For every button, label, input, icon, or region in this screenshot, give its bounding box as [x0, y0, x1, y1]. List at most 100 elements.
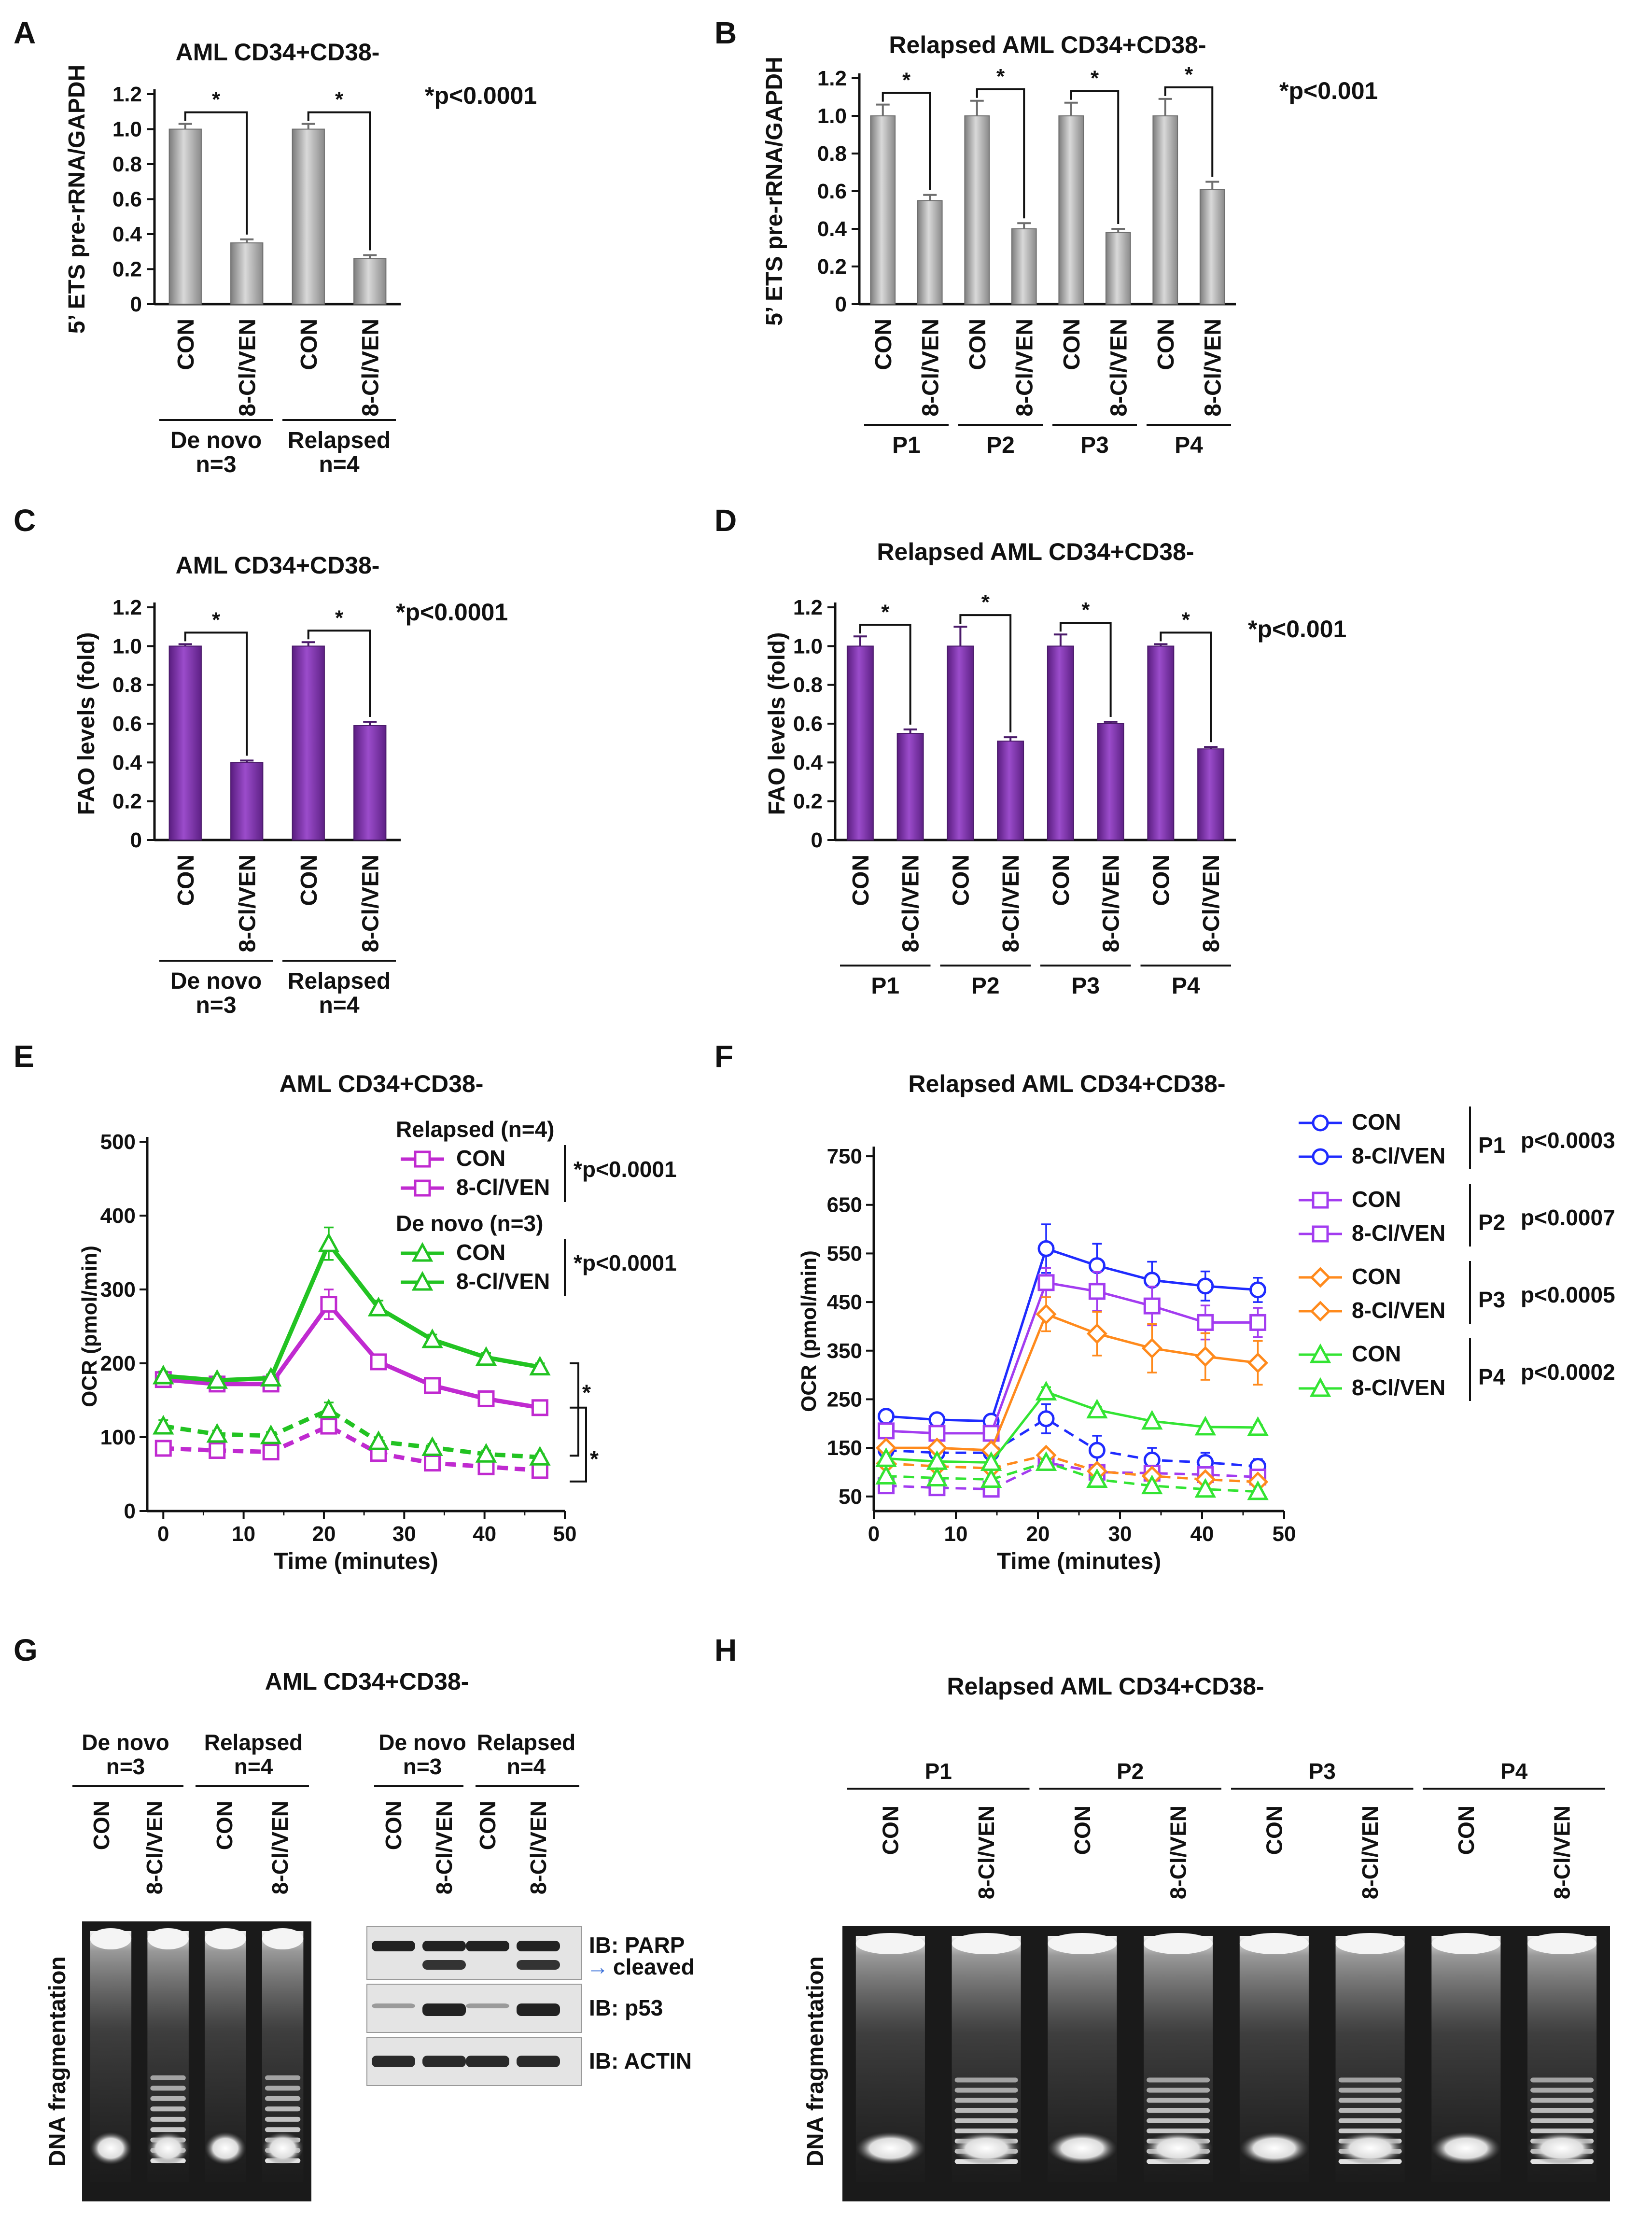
- circle-marker: [1197, 1277, 1214, 1295]
- x-tick-label: 0: [868, 1522, 880, 1546]
- gel-g-group1-sub: n=3: [106, 1754, 145, 1779]
- y-tick-label: 0.8: [112, 673, 142, 697]
- bar: [997, 741, 1024, 841]
- triangle-marker: [318, 1232, 340, 1252]
- y-axis-label: OCR (pmol/min): [78, 1246, 101, 1407]
- group-label: P1: [892, 433, 921, 458]
- bar: [1011, 228, 1037, 305]
- square-marker: [1312, 1191, 1329, 1209]
- blot-g-cleaved-band: [517, 1960, 560, 1970]
- square-marker: [262, 1443, 280, 1461]
- triangle-marker: [206, 1423, 228, 1443]
- x-tick-label: 20: [312, 1522, 336, 1546]
- y-tick-label: 0: [835, 293, 847, 316]
- bar: [292, 128, 325, 305]
- significance-star: *: [981, 590, 990, 614]
- legend-entry-con: CON: [1352, 1264, 1401, 1289]
- p-value-label: *p<0.0001: [425, 82, 537, 109]
- chart-b-rrna-patients: Relapsed AML CD34+CD38- 0 0.2 0.4 0.6 0.8 1.0 1…: [762, 31, 1378, 458]
- significance-bracket: [859, 624, 911, 725]
- h-ladder-band: [1530, 2077, 1594, 2083]
- gel-g-lane-label: CON: [212, 1801, 237, 1850]
- triangle-marker: [1141, 1474, 1163, 1495]
- legend-entry-ven: 8-Cl/VEN: [456, 1175, 550, 1200]
- h-well-band: [1239, 1933, 1309, 1954]
- circle-marker: [1143, 1272, 1161, 1289]
- y-tick-label: 550: [827, 1242, 862, 1265]
- gel-h-lane-label: CON: [1261, 1806, 1287, 1855]
- diamond-marker: [1310, 1301, 1331, 1322]
- blot-g-ib-parp: IB: PARP: [589, 1933, 685, 1958]
- g-low-mw-band: [147, 2132, 189, 2165]
- h-low-mw-band: [1144, 2132, 1213, 2165]
- chart-c-fao-de-novo-relapsed: AML CD34+CD38- 0 0.2 0.4 0.6 0.8 1.0 1.2 FAO lev…: [74, 552, 508, 1018]
- category-label: CON: [848, 854, 874, 906]
- group-label: De novo: [170, 968, 262, 994]
- y-tick-label: 1.2: [112, 83, 142, 106]
- series-line: [163, 1424, 540, 1473]
- triangle-marker: [367, 1297, 390, 1317]
- category-label: CON: [173, 854, 199, 906]
- h-ladder-band: [954, 2118, 1018, 2123]
- legend-entry-ven: 8-Cl/VEN: [1352, 1220, 1445, 1246]
- chart-f-ocr-patients: Relapsed AML CD34+CD38- 50 150 250 350 450 550…: [797, 1070, 1615, 1574]
- series-1: [154, 1417, 548, 1479]
- panel-label-g: G: [14, 1633, 38, 1667]
- h-well-band: [1527, 1933, 1597, 1954]
- triangle-marker: [153, 1415, 174, 1435]
- legend-p-value-de-novo: *p<0.0001: [574, 1250, 677, 1275]
- triangle-marker: [1194, 1478, 1217, 1498]
- series-line: [163, 1239, 541, 1383]
- category-label: 8-Cl/VEN: [1099, 854, 1124, 952]
- y-tick-label: 1.0: [793, 634, 823, 658]
- bar: [1058, 115, 1084, 305]
- x-tick-label: 20: [1026, 1522, 1050, 1546]
- legend-p-value: p<0.0005: [1521, 1282, 1615, 1307]
- chart-title: AML CD34+CD38-: [280, 1070, 484, 1097]
- g-ladder-band: [265, 2096, 301, 2101]
- significance-bracket: [959, 614, 1012, 733]
- triangle-marker: [153, 1364, 174, 1385]
- significance-star: *: [881, 600, 890, 624]
- chart-title: AML CD34+CD38-: [176, 39, 380, 66]
- bar: [353, 258, 387, 305]
- series-line: [163, 1301, 541, 1410]
- circle-marker: [878, 1408, 895, 1425]
- bar: [292, 645, 325, 841]
- blot-g-parp-band: [372, 1941, 415, 1951]
- legend-entry-con: CON: [1352, 1109, 1401, 1135]
- significance-bracket: [882, 92, 931, 190]
- chart-title: AML CD34+CD38-: [176, 552, 380, 579]
- h-ladder-band: [1530, 2128, 1594, 2133]
- diamond-marker: [1036, 1303, 1057, 1325]
- h-well-band: [1431, 1933, 1501, 1954]
- h-ladder-band: [1147, 2128, 1210, 2133]
- h-ladder-band: [954, 2098, 1018, 2103]
- x-tick-label: 30: [392, 1522, 416, 1546]
- category-label: CON: [965, 319, 991, 370]
- square-marker: [320, 1417, 337, 1435]
- y-tick-label: 500: [100, 1130, 136, 1154]
- gel-h-side-label: DNA fragmentation: [803, 1956, 828, 2167]
- gel-h-patient-label: P3: [1309, 1759, 1336, 1784]
- p-value-label: *p<0.001: [1279, 77, 1378, 104]
- y-tick-label: 350: [827, 1339, 862, 1363]
- legend-f: CON 8-Cl/VEN P1 p<0.0003 CON 8-Cl/VEN P2 p<0.00…: [1299, 1106, 1615, 1401]
- square-marker: [1249, 1314, 1267, 1331]
- blot-g-actin-band: [372, 2056, 415, 2067]
- chart-title: Relapsed AML CD34+CD38-: [908, 1070, 1225, 1097]
- gel-g-group1: De novo: [82, 1730, 169, 1755]
- triangle-marker: [529, 1446, 551, 1466]
- group-sub-label: n=4: [319, 993, 359, 1018]
- significance-bracket: [1070, 90, 1120, 224]
- y-tick-label: 0.6: [817, 180, 847, 203]
- circle-marker: [1037, 1240, 1055, 1257]
- h-ladder-band: [1147, 2098, 1210, 2103]
- category-label: 8-Cl/VEN: [998, 854, 1024, 952]
- bar: [964, 115, 990, 305]
- g-ladder-band: [265, 2086, 301, 2091]
- y-tick-label: 0.6: [112, 188, 142, 211]
- blot-g-cleaved-label: cleaved: [613, 1954, 695, 1979]
- series-line: [886, 1281, 1258, 1435]
- h-low-mw-band: [1048, 2132, 1117, 2165]
